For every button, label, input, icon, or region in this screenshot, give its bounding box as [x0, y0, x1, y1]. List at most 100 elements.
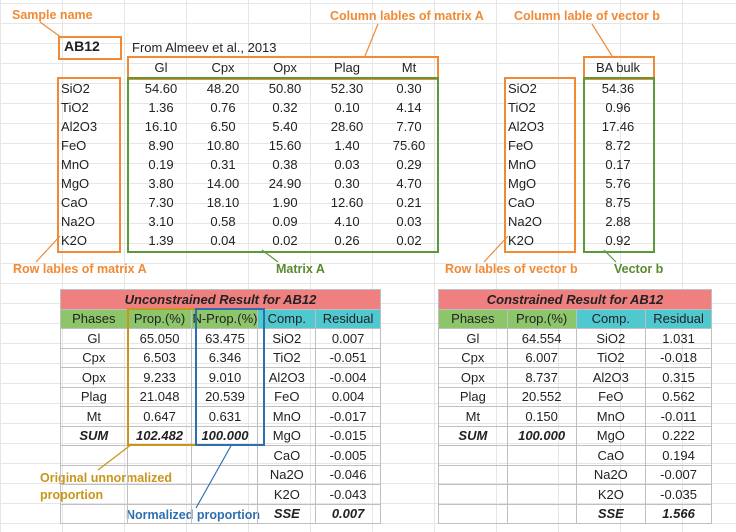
matrix-cell: 50.80 — [268, 81, 302, 96]
phase-cell: Mt — [438, 406, 508, 427]
comp-cell: MnO — [257, 406, 317, 427]
residual-cell: -0.035 — [645, 484, 712, 505]
oxide-label: Na2O — [61, 214, 95, 229]
sse-value: 1.566 — [645, 503, 712, 524]
matrix-cell: 0.03 — [334, 157, 360, 172]
column-label-b-box — [583, 56, 655, 80]
bulk-cell: 2.88 — [605, 214, 631, 229]
matrix-cell: 18.10 — [206, 195, 240, 210]
table-row: Plag 20.552 FeO 0.562 — [438, 386, 712, 407]
matrix-cell: 0.19 — [148, 157, 174, 172]
comp-cell: Al2O3 — [575, 367, 647, 388]
bulk-cell: 5.76 — [605, 176, 631, 191]
matrix-cell: 0.21 — [396, 195, 422, 210]
source-text: From Almeev et al., 2013 — [132, 40, 277, 55]
annotation-vector-b: Vector b — [614, 262, 664, 276]
matrix-cell: 4.14 — [396, 100, 422, 115]
phase-cell: Opx — [438, 367, 508, 388]
comp-cell: SiO2 — [575, 328, 647, 349]
prop-sum: 100.000 — [506, 425, 577, 446]
matrix-cell: 54.60 — [144, 81, 178, 96]
phase-cell: Gl — [60, 328, 128, 349]
matrix-cell: 28.60 — [330, 119, 364, 134]
matrix-cell: 12.60 — [330, 195, 364, 210]
matrix-cell: 14.00 — [206, 176, 240, 191]
matrix-cell: 0.38 — [272, 157, 298, 172]
prop-cell: 8.737 — [506, 367, 577, 388]
constrained-title: Constrained Result for AB12 — [438, 289, 712, 310]
table-row: SUM 100.000 MgO 0.222 — [438, 425, 712, 446]
connector-row-labels-a — [35, 235, 61, 263]
table-row: SSE 0.007 — [60, 503, 381, 524]
comp-cell: FeO — [575, 386, 647, 407]
matrix-cell: 1.90 — [272, 195, 298, 210]
bulk-cell: 8.75 — [605, 195, 631, 210]
row-labels-b-box — [504, 77, 576, 253]
matrix-cell: 0.26 — [334, 233, 360, 248]
matrix-cell: 0.30 — [396, 81, 422, 96]
comp-cell: TiO2 — [257, 347, 317, 368]
matrix-cell: 6.50 — [210, 119, 236, 134]
annotation-matrix-a: Matrix A — [276, 262, 325, 276]
table-row: K2O -0.035 — [438, 484, 712, 505]
matrix-cell: 3.10 — [148, 214, 174, 229]
oxide-label: SiO2 — [61, 81, 90, 96]
comp-cell: K2O — [575, 484, 647, 505]
oxide-label: Al2O3 — [61, 119, 98, 134]
matrix-cell: 1.39 — [148, 233, 174, 248]
matrix-cell: 5.40 — [272, 119, 298, 134]
residual-cell: -0.004 — [315, 367, 381, 388]
col-header-residual: Residual — [315, 308, 381, 329]
row-labels-a-box — [57, 77, 121, 253]
normalized-proportion-box — [195, 308, 265, 446]
annotation-row-labels-a: Row lables of matrix A — [13, 262, 147, 276]
matrix-cell: 0.04 — [210, 233, 236, 248]
matrix-cell: 0.31 — [210, 157, 236, 172]
table-row: Plag 21.048 20.539 FeO 0.004 — [60, 386, 381, 407]
bulk-cell: 0.17 — [605, 157, 631, 172]
matrix-cell: 10.80 — [206, 138, 240, 153]
comp-cell: FeO — [257, 386, 317, 407]
matrix-cell: 0.29 — [396, 157, 422, 172]
oxide-label-b: SiO2 — [508, 81, 537, 96]
prop-cell: 20.552 — [506, 386, 577, 407]
prop-cell: 9.233 — [126, 367, 193, 388]
bulk-cell: 17.46 — [601, 119, 635, 134]
matrix-cell: 7.30 — [148, 195, 174, 210]
sample-name-box — [58, 36, 122, 60]
column-labels-a-box — [127, 56, 439, 80]
vector-b-box — [583, 77, 655, 253]
unconstrained-title: Unconstrained Result for AB12 — [60, 289, 381, 310]
connector-vector-b — [603, 249, 617, 263]
connector-col-label-b — [591, 23, 613, 57]
comp-cell: CaO — [575, 445, 647, 466]
bulk-header: BA bulk — [595, 60, 641, 75]
matrix-cell: 7.70 — [396, 119, 422, 134]
matrix-cell: 8.90 — [148, 138, 174, 153]
bulk-cell: 0.92 — [605, 233, 631, 248]
annotation-column-label-b: Column lable of vector b — [514, 9, 660, 23]
matrix-cell: 0.03 — [396, 214, 422, 229]
nprop-cell: 6.346 — [191, 347, 259, 368]
sample-name: AB12 — [64, 38, 100, 54]
matrix-cell: 0.02 — [272, 233, 298, 248]
oxide-label-b: FeO — [508, 138, 534, 153]
matrix-cell: 0.30 — [334, 176, 360, 191]
residual-cell: 0.222 — [645, 425, 712, 446]
phase-header-plag: Plag — [333, 60, 361, 75]
phase-cell: Gl — [438, 328, 508, 349]
residual-cell: 0.194 — [645, 445, 712, 466]
table-row: SSE 1.566 — [438, 503, 712, 524]
table-row: CaO 0.194 — [438, 445, 712, 466]
matrix-cell: 1.36 — [148, 100, 174, 115]
bulk-cell: 8.72 — [605, 138, 631, 153]
matrix-cell: 0.09 — [272, 214, 298, 229]
comp-cell: Al2O3 — [257, 367, 317, 388]
connector-col-labels-a — [364, 23, 379, 57]
matrix-cell: 15.60 — [268, 138, 302, 153]
prop-cell: 6.503 — [126, 347, 193, 368]
col-header-comp: Comp. — [575, 308, 647, 329]
col-header-nprop: N-Prop.(%) — [191, 308, 259, 329]
oxide-label-b: TiO2 — [508, 100, 536, 115]
residual-cell: -0.046 — [315, 464, 381, 485]
